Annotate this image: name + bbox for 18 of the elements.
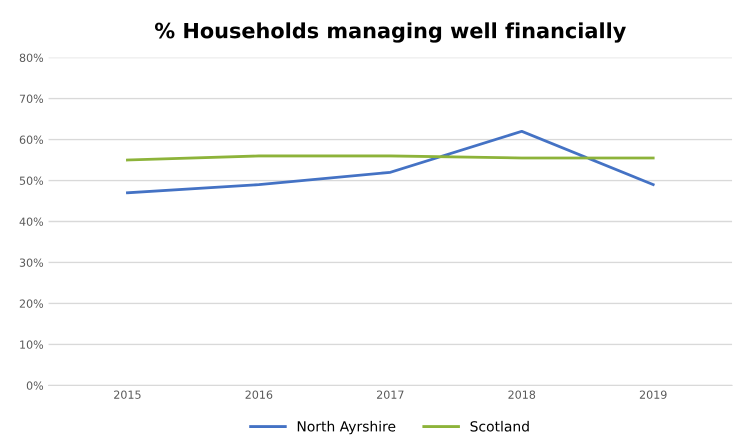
y-tick-label: 40%	[20, 217, 44, 226]
x-tick-label: 2018	[508, 390, 536, 399]
x-tick-label: 2019	[640, 390, 667, 399]
chart-title: % Households managing well financially	[154, 22, 626, 43]
y-tick-label: 30%	[20, 258, 44, 267]
legend-label: North Ayrshire	[298, 420, 396, 434]
y-tick-label: 50%	[20, 176, 44, 185]
legend-label: Scotland	[470, 420, 529, 432]
y-tick-label: 20%	[20, 299, 44, 308]
x-tick-label: 2017	[376, 390, 404, 399]
line-series	[126, 130, 655, 194]
x-tick-label: 2016	[246, 390, 272, 399]
x-tick-label: 2015	[114, 390, 141, 399]
y-tick-label: 70%	[20, 94, 44, 103]
y-tick-label: 0%	[26, 381, 44, 390]
y-tick-label: 60%	[20, 136, 44, 144]
y-tick-label: 80%	[20, 54, 44, 62]
y-tick-label: 10%	[20, 340, 44, 349]
